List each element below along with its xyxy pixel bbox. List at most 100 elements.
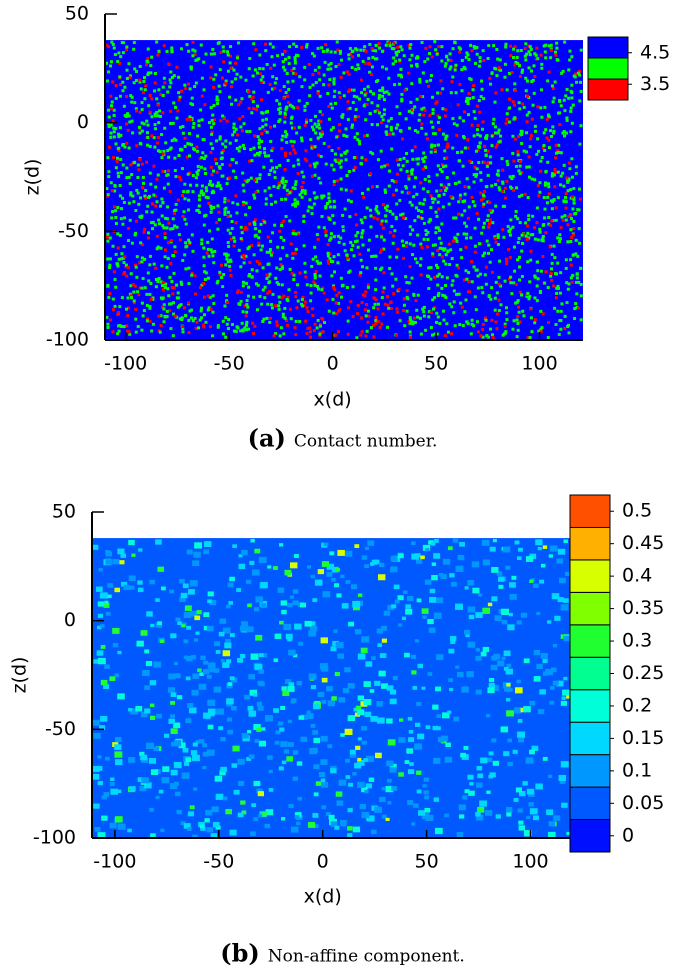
texture bbox=[385, 124, 389, 128]
texture bbox=[427, 175, 431, 179]
texture bbox=[473, 204, 477, 208]
texture bbox=[188, 707, 197, 714]
texture bbox=[558, 123, 562, 127]
texture bbox=[559, 104, 563, 108]
texture bbox=[228, 264, 232, 268]
texture bbox=[404, 186, 408, 190]
texture bbox=[194, 326, 198, 330]
texture bbox=[301, 189, 305, 193]
texture bbox=[129, 284, 133, 288]
texture bbox=[123, 255, 127, 259]
texture bbox=[268, 42, 272, 46]
texture bbox=[258, 556, 267, 564]
texture bbox=[313, 196, 317, 200]
texture bbox=[297, 99, 301, 103]
texture bbox=[509, 218, 513, 222]
texture bbox=[574, 165, 578, 169]
texture bbox=[127, 226, 131, 230]
texture bbox=[290, 826, 299, 833]
texture bbox=[226, 683, 233, 689]
texture bbox=[210, 250, 214, 254]
texture bbox=[503, 75, 507, 79]
texture bbox=[517, 135, 521, 139]
texture bbox=[397, 595, 404, 601]
texture bbox=[518, 164, 522, 168]
texture bbox=[489, 161, 493, 165]
texture bbox=[281, 134, 285, 138]
texture bbox=[296, 172, 300, 176]
texture bbox=[285, 633, 293, 640]
texture bbox=[155, 247, 159, 251]
texture bbox=[118, 305, 122, 309]
texture bbox=[258, 681, 265, 687]
texture bbox=[529, 134, 533, 138]
texture bbox=[533, 75, 537, 79]
texture bbox=[220, 162, 224, 166]
texture bbox=[389, 117, 393, 121]
texture bbox=[339, 276, 343, 280]
texture bbox=[559, 174, 563, 178]
texture bbox=[150, 55, 154, 59]
texture bbox=[348, 88, 352, 92]
texture bbox=[527, 214, 531, 218]
texture bbox=[579, 294, 583, 298]
texture bbox=[411, 228, 415, 232]
texture bbox=[189, 610, 197, 617]
texture bbox=[517, 255, 521, 259]
texture bbox=[189, 308, 193, 312]
texture bbox=[318, 324, 322, 328]
texture bbox=[399, 718, 404, 722]
texture bbox=[535, 299, 539, 303]
y-tick-label: 0 bbox=[64, 609, 76, 631]
texture bbox=[192, 742, 198, 747]
texture bbox=[533, 124, 537, 128]
texture bbox=[536, 238, 540, 242]
texture bbox=[303, 78, 307, 82]
texture bbox=[254, 282, 258, 286]
texture bbox=[396, 247, 400, 251]
texture bbox=[421, 187, 425, 191]
texture bbox=[517, 719, 523, 723]
texture bbox=[558, 111, 562, 115]
texture bbox=[222, 273, 226, 277]
texture bbox=[174, 105, 178, 109]
texture bbox=[405, 159, 409, 163]
texture bbox=[455, 603, 463, 610]
texture bbox=[363, 134, 367, 138]
texture bbox=[442, 558, 451, 565]
texture bbox=[349, 189, 353, 193]
texture bbox=[135, 144, 139, 148]
texture bbox=[270, 149, 274, 153]
texture bbox=[359, 162, 363, 166]
texture bbox=[382, 112, 386, 116]
texture bbox=[407, 177, 411, 181]
texture bbox=[559, 779, 566, 784]
texture bbox=[388, 255, 392, 259]
texture bbox=[313, 792, 319, 797]
texture bbox=[480, 87, 484, 91]
texture bbox=[435, 320, 439, 324]
texture bbox=[309, 138, 313, 142]
texture bbox=[540, 653, 548, 659]
texture bbox=[146, 73, 150, 77]
texture bbox=[241, 143, 245, 147]
texture bbox=[506, 808, 513, 814]
texture bbox=[174, 138, 178, 142]
texture bbox=[264, 202, 268, 206]
texture bbox=[517, 169, 521, 173]
texture bbox=[122, 325, 126, 329]
texture bbox=[342, 688, 350, 694]
texture bbox=[134, 330, 138, 334]
texture bbox=[386, 685, 394, 691]
texture bbox=[419, 94, 423, 98]
texture bbox=[262, 165, 266, 169]
texture bbox=[295, 131, 299, 135]
texture bbox=[226, 260, 230, 264]
texture bbox=[184, 241, 188, 245]
texture bbox=[146, 236, 150, 240]
texture bbox=[296, 299, 300, 303]
texture bbox=[179, 596, 186, 602]
texture bbox=[223, 304, 227, 308]
texture bbox=[206, 625, 214, 632]
texture bbox=[181, 125, 185, 129]
